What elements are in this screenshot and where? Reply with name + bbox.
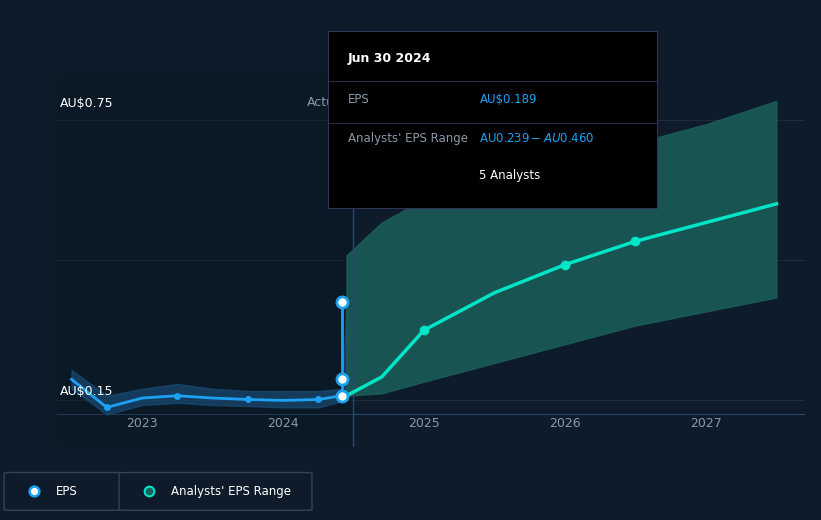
Text: 5 Analysts: 5 Analysts xyxy=(479,169,541,182)
Text: Analysts Forecasts: Analysts Forecasts xyxy=(360,96,477,109)
Text: Analysts' EPS Range: Analysts' EPS Range xyxy=(171,485,291,498)
Text: AU$0.189: AU$0.189 xyxy=(479,93,537,106)
Text: Actual: Actual xyxy=(307,96,346,109)
Text: 2023: 2023 xyxy=(126,417,158,430)
Text: AU$0.75: AU$0.75 xyxy=(60,97,114,110)
Text: Analysts' EPS Range: Analysts' EPS Range xyxy=(348,132,468,145)
Text: AU$0.15: AU$0.15 xyxy=(60,385,114,398)
Text: EPS: EPS xyxy=(56,485,77,498)
Text: Jun 30 2024: Jun 30 2024 xyxy=(348,53,432,66)
FancyBboxPatch shape xyxy=(4,473,123,510)
Text: EPS: EPS xyxy=(348,93,369,106)
FancyBboxPatch shape xyxy=(119,473,312,510)
Text: 2026: 2026 xyxy=(549,417,580,430)
Text: 2025: 2025 xyxy=(408,417,440,430)
Text: AU$0.239 - AU$0.460: AU$0.239 - AU$0.460 xyxy=(479,132,595,145)
Text: 2027: 2027 xyxy=(690,417,722,430)
Bar xyxy=(57,73,354,447)
Text: 2024: 2024 xyxy=(267,417,299,430)
